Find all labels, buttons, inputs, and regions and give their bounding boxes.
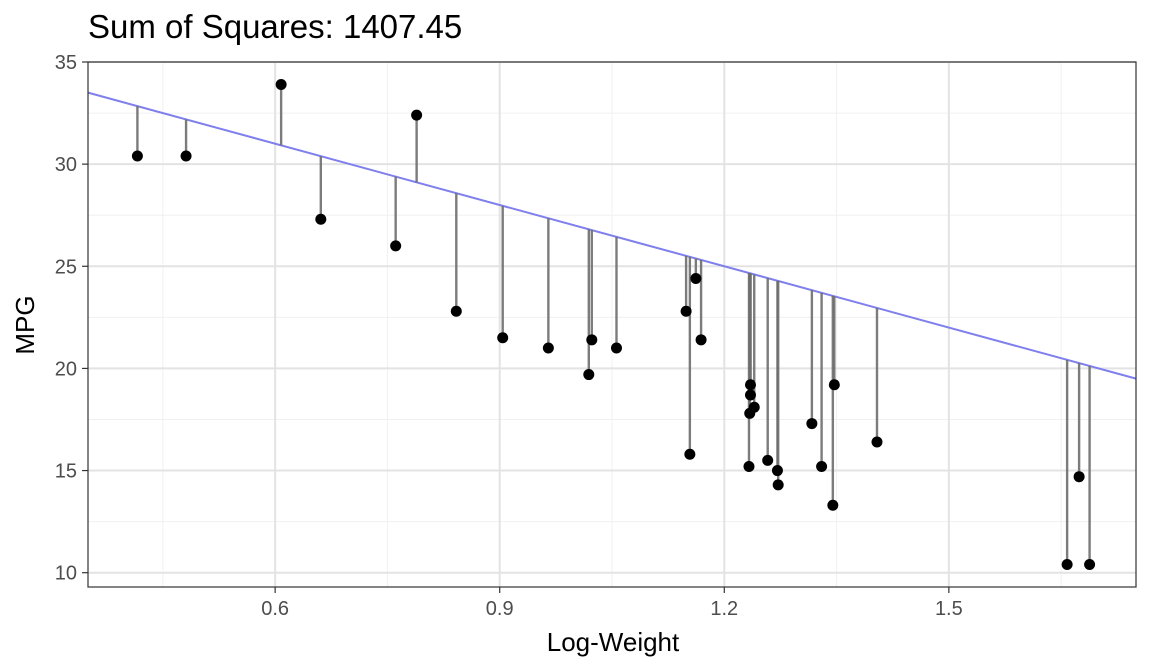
y-tick-label: 25: [55, 256, 77, 278]
data-point: [450, 305, 462, 317]
y-tick-label: 10: [55, 563, 77, 585]
x-axis-ticks: 0.6 0.9 1.2 1.5: [261, 587, 963, 620]
data-point: [411, 109, 423, 121]
data-point: [583, 369, 595, 381]
data-point: [1073, 471, 1085, 483]
y-tick-label: 20: [55, 358, 77, 380]
data-point: [275, 78, 287, 90]
x-tick-label: 0.6: [261, 598, 289, 620]
x-tick-label: 1.2: [710, 598, 738, 620]
data-point: [315, 213, 327, 225]
data-point: [744, 389, 756, 401]
data-point: [131, 150, 143, 162]
data-point: [744, 379, 756, 391]
data-point: [1061, 559, 1073, 571]
data-point: [684, 448, 696, 460]
residual-segments: [136, 84, 1091, 565]
data-point: [816, 460, 828, 472]
x-tick-label: 0.9: [486, 598, 514, 620]
data-point: [586, 334, 598, 346]
data-point: [743, 460, 755, 472]
data-point: [762, 454, 774, 466]
data-point: [680, 305, 692, 317]
data-point: [390, 240, 402, 252]
x-axis-title: Log-Weight: [547, 627, 680, 657]
data-point: [806, 418, 818, 430]
y-tick-label: 30: [55, 154, 77, 176]
chart-title: Sum of Squares: 1407.45: [88, 8, 462, 45]
data-point: [690, 273, 702, 285]
y-axis-ticks: 10 15 20 25 30 35: [55, 52, 88, 585]
data-point: [871, 436, 883, 448]
x-tick-label: 1.5: [935, 598, 963, 620]
data-point: [828, 379, 840, 391]
panel-border: [87, 61, 1137, 588]
minor-gridlines: [88, 62, 1136, 587]
data-point: [827, 499, 839, 511]
data-point: [542, 342, 554, 354]
data-point: [180, 150, 192, 162]
data-point: [772, 479, 784, 491]
major-gridlines: [88, 61, 1136, 587]
regression-line-layer: [87, 91, 1137, 380]
regression-line: [87, 91, 1137, 380]
data-point: [771, 465, 783, 477]
data-points: [131, 78, 1096, 571]
data-point: [497, 332, 509, 344]
y-tick-label: 35: [55, 52, 77, 74]
data-point: [610, 342, 622, 354]
y-axis-title: MPG: [10, 295, 40, 354]
y-tick-label: 15: [55, 461, 77, 483]
data-point: [748, 401, 760, 413]
data-point: [695, 334, 707, 346]
data-point: [1084, 559, 1096, 571]
